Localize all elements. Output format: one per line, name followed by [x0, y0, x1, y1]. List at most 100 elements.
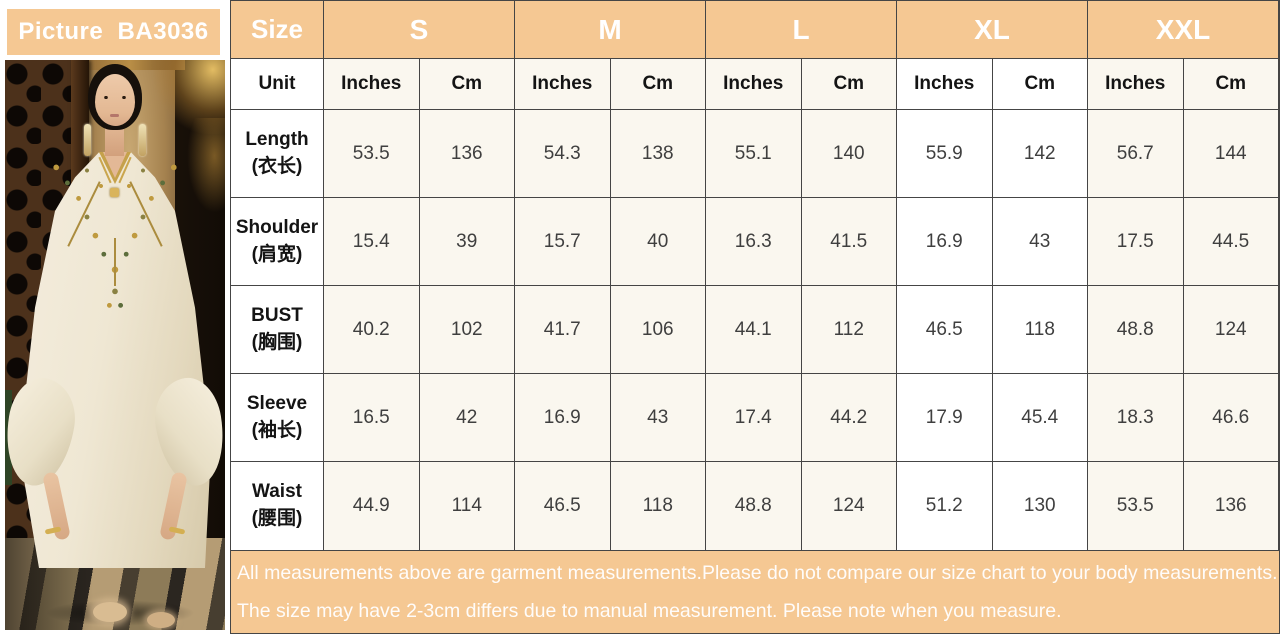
measurement-cell: 51.2	[897, 462, 993, 551]
measurement-cell: 17.5	[1088, 198, 1184, 286]
measurement-cell: 16.9	[897, 198, 993, 286]
measurement-cell: 41.7	[515, 286, 611, 374]
measurement-cell: 46.5	[515, 462, 611, 551]
row-label-zh: (衣长)	[251, 155, 303, 177]
measurement-cell: 17.9	[897, 374, 993, 462]
measurement-cell: 114	[419, 462, 515, 551]
measurement-cell: 42	[419, 374, 515, 462]
measurement-cell: 118	[992, 286, 1088, 374]
measurement-cell: 41.5	[801, 198, 897, 286]
measurement-cell: 53.5	[1088, 462, 1184, 551]
measurement-cell: 144	[1183, 110, 1279, 198]
size-column-header: Size	[231, 1, 324, 59]
size-header-xl: XL	[897, 1, 1088, 59]
row-label-bust: BUST (胸围)	[231, 286, 324, 374]
measurement-cell: 48.8	[706, 462, 802, 551]
measurement-cell: 124	[801, 462, 897, 551]
disclaimer-line-2: The size may have 2-3cm differs due to m…	[237, 599, 1062, 622]
photo-ceiling-molding	[75, 60, 185, 70]
measurement-cell: 43	[610, 374, 706, 462]
measurement-cell: 142	[992, 110, 1088, 198]
unit-col-header: Inches	[324, 59, 420, 110]
measurement-cell: 44.2	[801, 374, 897, 462]
row-label-sleeve: Sleeve (袖长)	[231, 374, 324, 462]
measurement-cell: 46.5	[897, 286, 993, 374]
measurement-cell: 44.1	[706, 286, 802, 374]
measurement-cell: 136	[1183, 462, 1279, 551]
model-face	[95, 74, 135, 126]
model-right-sandal	[147, 612, 175, 628]
disclaimer-line-1: All measurements above are garment measu…	[237, 561, 1278, 584]
size-header-xxl: XXL	[1088, 1, 1279, 59]
unit-col-header: Cm	[610, 59, 706, 110]
row-label-zh: (胸围)	[251, 331, 303, 353]
unit-col-header: Inches	[1088, 59, 1184, 110]
measurement-cell: 40.2	[324, 286, 420, 374]
measurement-cell: 118	[610, 462, 706, 551]
unit-col-header: Cm	[801, 59, 897, 110]
unit-col-header: Cm	[419, 59, 515, 110]
model-left-earring	[84, 124, 91, 156]
product-photo	[5, 60, 225, 630]
measurement-cell: 43	[992, 198, 1088, 286]
row-label-en: BUST	[251, 304, 303, 326]
measurement-cell: 124	[1183, 286, 1279, 374]
necklace-pendant	[110, 188, 119, 197]
measurement-cell: 48.8	[1088, 286, 1184, 374]
size-header-s: S	[324, 1, 515, 59]
measurement-cell: 15.7	[515, 198, 611, 286]
unit-col-header: Cm	[992, 59, 1088, 110]
row-label-length: Length (衣长)	[231, 110, 324, 198]
row-label-zh: (袖长)	[251, 419, 303, 441]
unit-col-header: Cm	[1183, 59, 1279, 110]
row-label-zh: (肩宽)	[251, 243, 303, 265]
measurement-cell: 106	[610, 286, 706, 374]
measurement-cell: 16.3	[706, 198, 802, 286]
measurement-cell: 55.9	[897, 110, 993, 198]
row-label-waist: Waist (腰围)	[231, 462, 324, 551]
unit-col-header: Inches	[515, 59, 611, 110]
product-photo-panel: Picture BA3036	[0, 0, 230, 634]
measurement-cell: 54.3	[515, 110, 611, 198]
measurement-cell: 56.7	[1088, 110, 1184, 198]
measurement-cell: 15.4	[324, 198, 420, 286]
measurement-cell: 55.1	[706, 110, 802, 198]
measurement-cell: 16.9	[515, 374, 611, 462]
unit-row-header: Unit	[231, 59, 324, 110]
size-header-l: L	[706, 1, 897, 59]
model-lips	[110, 114, 119, 117]
unit-col-header: Inches	[706, 59, 802, 110]
embroidery-stem	[114, 238, 116, 286]
measurement-cell: 130	[992, 462, 1088, 551]
row-label-en: Length	[245, 128, 309, 150]
photo-title-bar: Picture BA3036	[7, 9, 220, 55]
row-label-en: Shoulder	[235, 216, 319, 238]
measurement-cell: 102	[419, 286, 515, 374]
measurement-cell: 44.9	[324, 462, 420, 551]
measurement-cell: 44.5	[1183, 198, 1279, 286]
measurement-cell: 17.4	[706, 374, 802, 462]
measurement-cell: 18.3	[1088, 374, 1184, 462]
model-right-earring	[139, 124, 146, 156]
measurement-cell: 16.5	[324, 374, 420, 462]
measurement-cell: 39	[419, 198, 515, 286]
measurement-cell: 45.4	[992, 374, 1088, 462]
size-header-m: M	[515, 1, 706, 59]
measurement-cell: 40	[610, 198, 706, 286]
unit-col-header: Inches	[897, 59, 993, 110]
size-chart-table: Size S M L XL XXL Unit Inches Cm Inches …	[230, 0, 1280, 634]
measurement-disclaimer: All measurements above are garment measu…	[231, 551, 1279, 633]
row-label-shoulder: Shoulder (肩宽)	[231, 198, 324, 286]
measurement-cell: 46.6	[1183, 374, 1279, 462]
measurement-cell: 136	[419, 110, 515, 198]
row-label-zh: (腰围)	[251, 508, 303, 529]
measurement-cell: 53.5	[324, 110, 420, 198]
model-left-sandal	[93, 602, 127, 622]
photo-light-glow-2	[187, 118, 225, 213]
measurement-cell: 140	[801, 110, 897, 198]
measurement-cell: 112	[801, 286, 897, 374]
row-label-en: Waist	[252, 481, 302, 503]
measurement-cell: 138	[610, 110, 706, 198]
row-label-en: Sleeve	[246, 392, 308, 414]
